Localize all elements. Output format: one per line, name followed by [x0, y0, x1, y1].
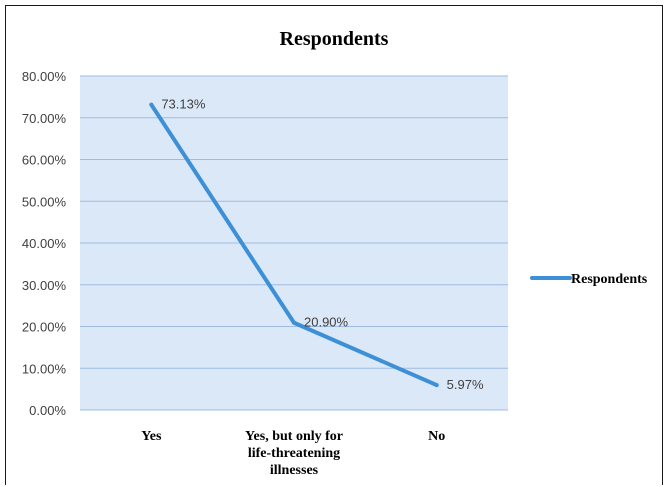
y-tick-label: 20.00%	[22, 320, 67, 335]
x-tick-label: No	[428, 429, 445, 444]
data-label: 73.13%	[161, 97, 206, 112]
y-tick-label: 0.00%	[29, 403, 66, 418]
legend-label: Respondents	[571, 272, 648, 287]
y-tick-label: 30.00%	[22, 278, 67, 293]
series-respondents	[149, 102, 439, 388]
y-axis-ticks: 0.00% 10.00% 20.00% 30.00% 40.00% 50.00% 60.00…	[22, 69, 67, 418]
data-point	[434, 383, 439, 388]
y-tick-label: 80.00%	[22, 69, 67, 84]
y-tick-label: 60.00%	[22, 153, 67, 168]
data-point	[149, 102, 154, 107]
y-tick-label: 10.00%	[22, 361, 67, 376]
x-axis-ticks: Yes Yes, but only for life-threatening illn…	[141, 429, 445, 478]
data-labels: 73.13% 20.90% 5.97%	[161, 97, 484, 392]
x-tick-label: Yes	[141, 429, 162, 444]
y-tick-label: 50.00%	[22, 194, 67, 209]
legend: Respondents	[530, 272, 648, 287]
y-tick-label: 70.00%	[22, 111, 67, 126]
x-tick-label: Yes, but only for life-threatening illness…	[245, 429, 343, 478]
chart-title: Respondents	[280, 28, 389, 50]
y-tick-label: 40.00%	[22, 236, 67, 251]
data-point	[292, 320, 296, 325]
gridlines	[80, 75, 508, 411]
data-label: 20.90%	[304, 315, 349, 330]
data-label: 5.97%	[447, 377, 484, 392]
